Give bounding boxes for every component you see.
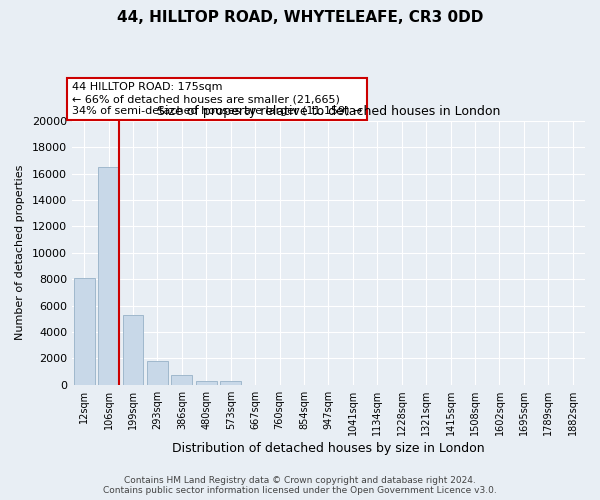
Bar: [147, 361, 168, 384]
Text: 44, HILLTOP ROAD, WHYTELEAFE, CR3 0DD: 44, HILLTOP ROAD, WHYTELEAFE, CR3 0DD: [117, 10, 483, 25]
X-axis label: Distribution of detached houses by size in London: Distribution of detached houses by size …: [172, 442, 485, 455]
Bar: [74, 278, 95, 384]
Bar: [98, 167, 119, 384]
Y-axis label: Number of detached properties: Number of detached properties: [15, 165, 25, 340]
Text: 44 HILLTOP ROAD: 175sqm
← 66% of detached houses are smaller (21,665)
34% of sem: 44 HILLTOP ROAD: 175sqm ← 66% of detache…: [72, 82, 362, 116]
Bar: [122, 315, 143, 384]
Text: Contains HM Land Registry data © Crown copyright and database right 2024.
Contai: Contains HM Land Registry data © Crown c…: [103, 476, 497, 495]
Bar: [172, 375, 192, 384]
Bar: [196, 380, 217, 384]
Bar: [220, 381, 241, 384]
Title: Size of property relative to detached houses in London: Size of property relative to detached ho…: [157, 106, 500, 118]
